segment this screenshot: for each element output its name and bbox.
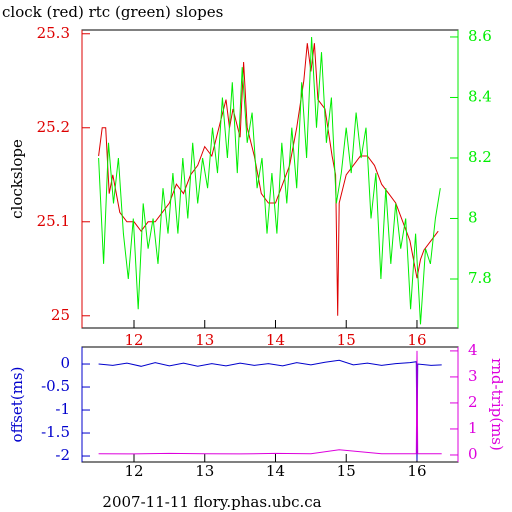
- x-tick-label: 15: [337, 331, 356, 349]
- x-tick-label: 12: [124, 462, 143, 480]
- y2-tick-label: 8.4: [468, 87, 492, 105]
- y2-tick-label: 4: [468, 341, 478, 359]
- x-tick-label: 16: [407, 331, 426, 349]
- x-tick-label: 13: [195, 462, 214, 480]
- y-tick-label: -1: [55, 400, 70, 418]
- x-axis-label: 2007-11-11 flory.phas.ubc.ca: [102, 493, 321, 511]
- y2-tick-label: 2: [468, 393, 478, 411]
- data-line: [98, 36, 441, 325]
- x-tick-label: 14: [266, 462, 285, 480]
- x-tick-label: 15: [337, 462, 356, 480]
- plot-frame: [81, 29, 459, 329]
- y2-axis-label: rnd-trip(ms): [488, 358, 506, 451]
- x-tick-label: 16: [407, 462, 426, 480]
- y-tick-label: -2: [55, 446, 70, 464]
- y2-tick-label: 7.8: [468, 269, 492, 287]
- y2-tick-label: 8: [468, 208, 478, 226]
- y2-tick-label: 8.2: [468, 148, 492, 166]
- data-line: [98, 350, 442, 455]
- y2-tick-label: 0: [468, 445, 478, 463]
- y-tick-label: -0.5: [41, 377, 70, 395]
- y2-tick-label: 8.6: [468, 27, 492, 45]
- x-tick-label: 12: [124, 331, 143, 349]
- x-tick-label: 14: [266, 331, 285, 349]
- data-line: [98, 359, 442, 461]
- y2-tick-label: 3: [468, 367, 478, 385]
- y-axis-label: offset(ms): [8, 367, 26, 443]
- y-tick-label: 25.2: [37, 118, 70, 136]
- y-tick-label: 25.1: [37, 212, 70, 230]
- y-tick-label: 0: [60, 354, 70, 372]
- y-tick-label: 25: [51, 306, 70, 324]
- y-axis-label: clockslope: [8, 139, 26, 219]
- chart-title: clock (red) rtc (green) slopes: [2, 3, 223, 21]
- y-tick-label: 25.3: [37, 24, 70, 42]
- y2-tick-label: 1: [468, 419, 478, 437]
- x-tick-label: 13: [195, 331, 214, 349]
- data-line: [98, 43, 439, 316]
- y-tick-label: -1.5: [41, 423, 70, 441]
